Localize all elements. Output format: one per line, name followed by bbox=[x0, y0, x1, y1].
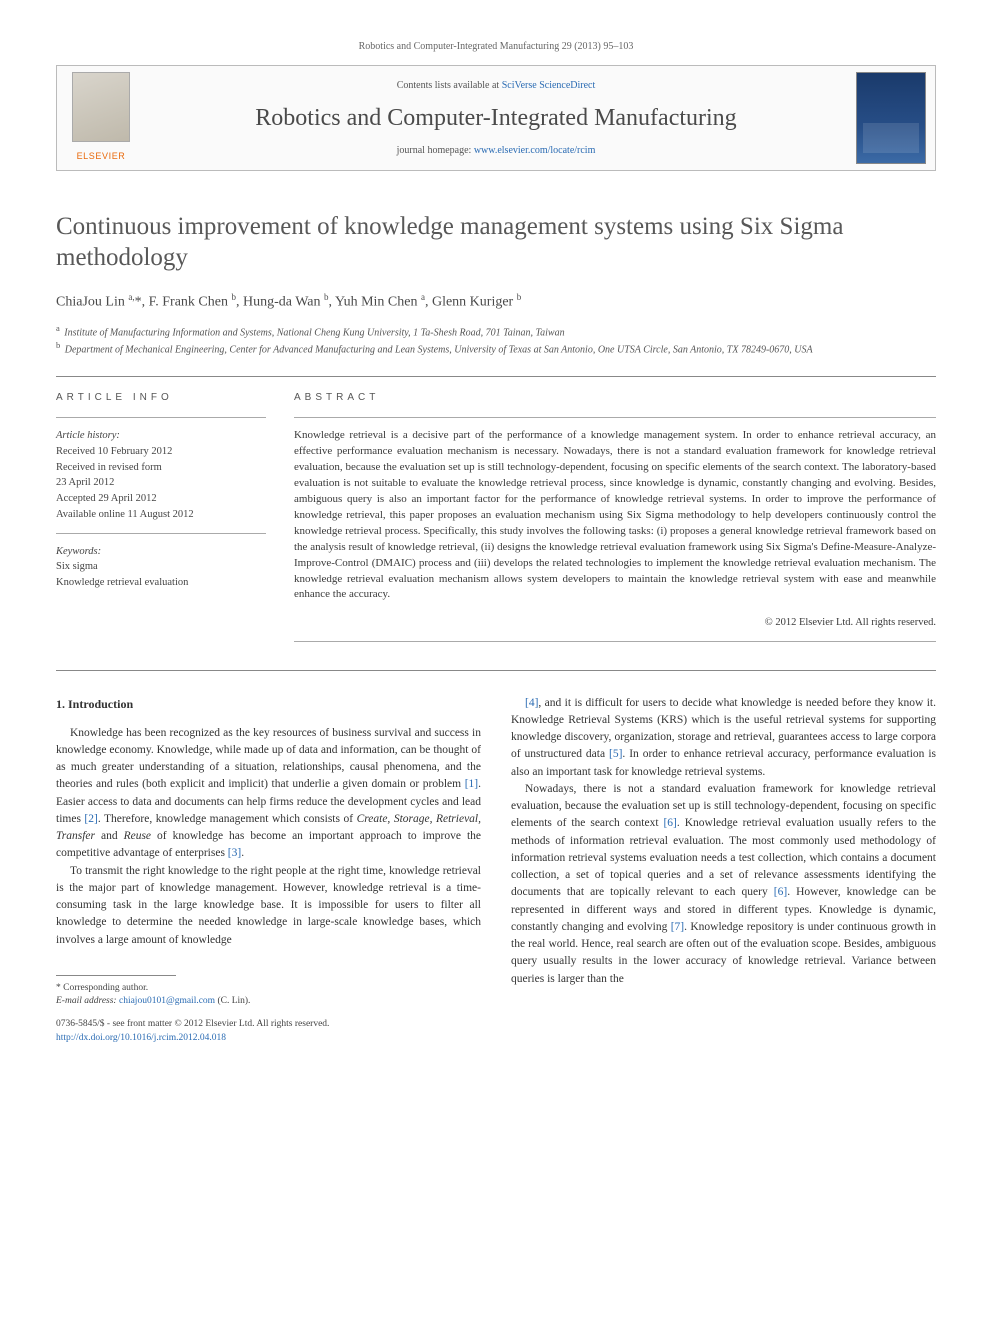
journal-masthead: ELSEVIER Contents lists available at Sci… bbox=[56, 65, 936, 171]
publisher-name: ELSEVIER bbox=[77, 150, 126, 163]
citation-ref[interactable]: [6] bbox=[774, 886, 787, 898]
article-history: Article history: Received 10 February 20… bbox=[56, 428, 266, 523]
citation-ref[interactable]: [4] bbox=[525, 697, 538, 709]
section-heading-intro: 1. Introduction bbox=[56, 695, 481, 713]
affiliation-line: a Institute of Manufacturing Information… bbox=[56, 323, 936, 340]
abstract-rule-bottom bbox=[294, 641, 936, 642]
body-paragraph: [4], and it is difficult for users to de… bbox=[511, 695, 936, 781]
body-left-column: 1. Introduction Knowledge has been recog… bbox=[56, 695, 481, 1045]
keyword-line: Six sigma bbox=[56, 559, 266, 575]
history-line: Accepted 29 April 2012 bbox=[56, 491, 266, 507]
history-label: Article history: bbox=[56, 428, 266, 444]
corresponding-marker: * Corresponding author. bbox=[56, 982, 481, 995]
contents-prefix: Contents lists available at bbox=[397, 80, 502, 91]
citation-ref[interactable]: [2] bbox=[84, 813, 97, 825]
author-list: ChiaJou Lin a,*, F. Frank Chen b, Hung-d… bbox=[56, 291, 936, 313]
body-paragraph: Knowledge has been recognized as the key… bbox=[56, 725, 481, 863]
journal-homepage-line: journal homepage: www.elsevier.com/locat… bbox=[153, 144, 839, 159]
homepage-prefix: journal homepage: bbox=[397, 145, 474, 156]
abstract-text: Knowledge retrieval is a decisive part o… bbox=[294, 428, 936, 603]
article-title: Continuous improvement of knowledge mana… bbox=[56, 211, 936, 274]
rule-mid bbox=[56, 670, 936, 671]
contents-available-line: Contents lists available at SciVerse Sci… bbox=[153, 79, 839, 94]
history-line: Available online 11 August 2012 bbox=[56, 507, 266, 523]
info-rule bbox=[56, 417, 266, 418]
keyword-line: Knowledge retrieval evaluation bbox=[56, 575, 266, 591]
citation-ref[interactable]: [3] bbox=[228, 847, 241, 859]
front-matter-line: 0736-5845/$ - see front matter © 2012 El… bbox=[56, 1018, 481, 1031]
citation-ref[interactable]: [6] bbox=[663, 817, 676, 829]
affiliation-line: b Department of Mechanical Engineering, … bbox=[56, 340, 936, 357]
history-line: Received 10 February 2012 bbox=[56, 444, 266, 460]
journal-title: Robotics and Computer-Integrated Manufac… bbox=[153, 101, 839, 136]
citation-ref[interactable]: [5] bbox=[609, 748, 622, 760]
rule-top bbox=[56, 376, 936, 377]
running-citation: Robotics and Computer-Integrated Manufac… bbox=[56, 40, 936, 55]
history-line: 23 April 2012 bbox=[56, 475, 266, 491]
affiliation-list: a Institute of Manufacturing Information… bbox=[56, 323, 936, 358]
journal-cover-block bbox=[847, 66, 935, 170]
doi-link[interactable]: http://dx.doi.org/10.1016/j.rcim.2012.04… bbox=[56, 1033, 226, 1043]
author-email-link[interactable]: chiajou0101@gmail.com bbox=[119, 996, 215, 1006]
journal-homepage-link[interactable]: www.elsevier.com/locate/rcim bbox=[474, 145, 596, 156]
keywords-block: Keywords: Six sigmaKnowledge retrieval e… bbox=[56, 544, 266, 591]
info-rule-2 bbox=[56, 533, 266, 534]
footnote-rule bbox=[56, 975, 176, 976]
corresponding-author-note: * Corresponding author. E-mail address: … bbox=[56, 982, 481, 1009]
abstract-label: ABSTRACT bbox=[294, 391, 936, 406]
email-label: E-mail address: bbox=[56, 996, 117, 1006]
body-two-column: 1. Introduction Knowledge has been recog… bbox=[56, 695, 936, 1045]
journal-cover-icon bbox=[856, 72, 926, 164]
publisher-logo-block: ELSEVIER bbox=[57, 66, 145, 170]
abstract-copyright: © 2012 Elsevier Ltd. All rights reserved… bbox=[294, 615, 936, 630]
front-matter-meta: 0736-5845/$ - see front matter © 2012 El… bbox=[56, 1018, 481, 1045]
history-line: Received in revised form bbox=[56, 460, 266, 476]
sciencedirect-link[interactable]: SciVerse ScienceDirect bbox=[502, 80, 596, 91]
citation-ref[interactable]: [1] bbox=[465, 778, 478, 790]
elsevier-tree-icon bbox=[72, 72, 130, 142]
article-info-label: ARTICLE INFO bbox=[56, 391, 266, 406]
body-paragraph: To transmit the right knowledge to the r… bbox=[56, 863, 481, 949]
email-person: (C. Lin). bbox=[217, 996, 250, 1006]
abstract-rule bbox=[294, 417, 936, 418]
body-paragraph: Nowadays, there is not a standard evalua… bbox=[511, 781, 936, 988]
citation-ref[interactable]: [7] bbox=[671, 921, 684, 933]
keywords-label: Keywords: bbox=[56, 544, 266, 560]
body-right-column: [4], and it is difficult for users to de… bbox=[511, 695, 936, 1045]
